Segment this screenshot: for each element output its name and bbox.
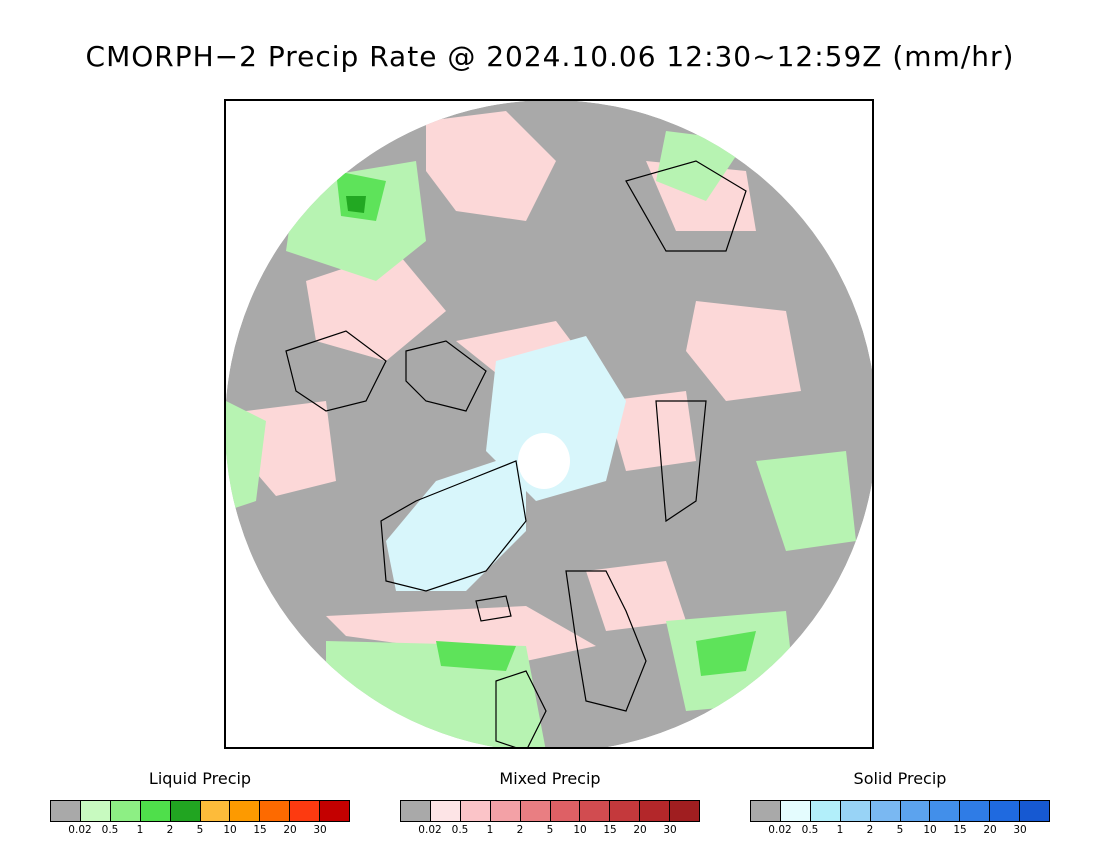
mixed-precip-area [326,606,596,661]
legend-tick-label: 30 [313,824,327,836]
liquid-precip-heavy [346,196,366,213]
liquid-precip-area [326,641,546,747]
legend-mixed-precip: Mixed Precip 0.02 0.5 1 2 5 10 15 20 30 [400,768,700,840]
legend-color-bar [750,800,1050,822]
legend-tick-label: 2 [166,824,174,836]
legend-swatch [460,801,491,821]
map-title: CMORPH−2 Precip Rate @ 2024.10.06 12:30~… [85,40,1015,73]
legend-tick-label: 0.5 [801,824,819,836]
legend-swatch [490,801,521,821]
legend-color-bar [50,800,350,822]
legend-tick-labels: 0.02 0.5 1 2 5 10 15 20 30 [50,824,350,840]
legend-swatch [960,801,991,821]
mixed-precip-area [246,401,336,496]
legend-swatch [780,801,811,821]
mixed-precip-area [306,251,446,361]
legend-swatch [430,801,461,821]
legend-swatch [230,801,261,821]
legend-tick-label: 1 [486,824,494,836]
legend-title: Solid Precip [853,769,947,788]
legend-tick-labels: 0.02 0.5 1 2 5 10 15 20 30 [400,824,700,840]
legend-tick-label: 5 [896,824,904,836]
legend-swatch [200,801,231,821]
legend-tick-label: 30 [1013,824,1027,836]
legend-color-bar [400,800,700,822]
legend-swatch [670,801,700,821]
legend-tick-label: 15 [603,824,617,836]
legend-swatch [1020,801,1050,821]
mixed-precip-area [606,391,696,471]
solid-precip-area [386,451,526,591]
liquid-precip-core [696,631,756,676]
legend-tick-label: 2 [866,824,874,836]
mixed-precip-area [426,111,556,221]
legend-tick-label: 0.02 [418,824,442,836]
legend-tick-label: 0.02 [68,824,92,836]
legend-tick-label: 20 [633,824,647,836]
legend-tick-label: 30 [663,824,677,836]
legend-swatch [140,801,171,821]
legend-swatch [290,801,321,821]
legend-title: Liquid Precip [148,769,252,788]
legend-swatch [990,801,1021,821]
legend-tick-label: 5 [196,824,204,836]
data-gap-polar-cap [518,433,570,489]
legend-swatch [751,801,781,821]
legend-tick-label: 15 [953,824,967,836]
legend-tick-label: 10 [223,824,237,836]
legend-tick-label: 10 [573,824,587,836]
legend-swatch [170,801,201,821]
legend-tick-label: 20 [283,824,297,836]
liquid-precip-area [756,451,856,551]
legend-tick-label: 20 [983,824,997,836]
polar-map [224,99,874,749]
legend-title: Mixed Precip [499,769,601,788]
mixed-precip-area [586,561,686,631]
legend-tick-label: 0.5 [451,824,469,836]
legend-tick-label: 15 [253,824,267,836]
legend-swatch [550,801,581,821]
legend-swatch [640,801,671,821]
liquid-precip-core [436,641,516,671]
legend-swatch [840,801,871,821]
legend-tick-label: 1 [836,824,844,836]
legend-tick-label: 0.02 [768,824,792,836]
legend-solid-precip: Solid Precip 0.02 0.5 1 2 5 10 15 20 30 [750,768,1050,840]
legend-tick-labels: 0.02 0.5 1 2 5 10 15 20 30 [750,824,1050,840]
legend-swatch [51,801,81,821]
legend-swatch [870,801,901,821]
legend-swatch [900,801,931,821]
legend-swatch [110,801,141,821]
legend-swatch [260,801,291,821]
legend-tick-label: 1 [136,824,144,836]
mixed-precip-area [686,301,801,401]
legend-swatch [610,801,641,821]
legend-tick-label: 10 [923,824,937,836]
legend-tick-label: 0.5 [101,824,119,836]
legend-swatch [520,801,551,821]
legend-swatch [80,801,111,821]
precip-map-svg [226,101,872,747]
legend-tick-label: 5 [546,824,554,836]
liquid-precip-area [226,401,266,511]
legend-swatch [401,801,431,821]
legend-swatch [810,801,841,821]
legend-swatch [930,801,961,821]
legend-liquid-precip: Liquid Precip 0.02 0.5 1 2 5 10 15 20 30 [50,768,350,840]
legend-tick-label: 2 [516,824,524,836]
legend-swatch [580,801,611,821]
legend-swatch [320,801,350,821]
coastlines [285,160,747,747]
